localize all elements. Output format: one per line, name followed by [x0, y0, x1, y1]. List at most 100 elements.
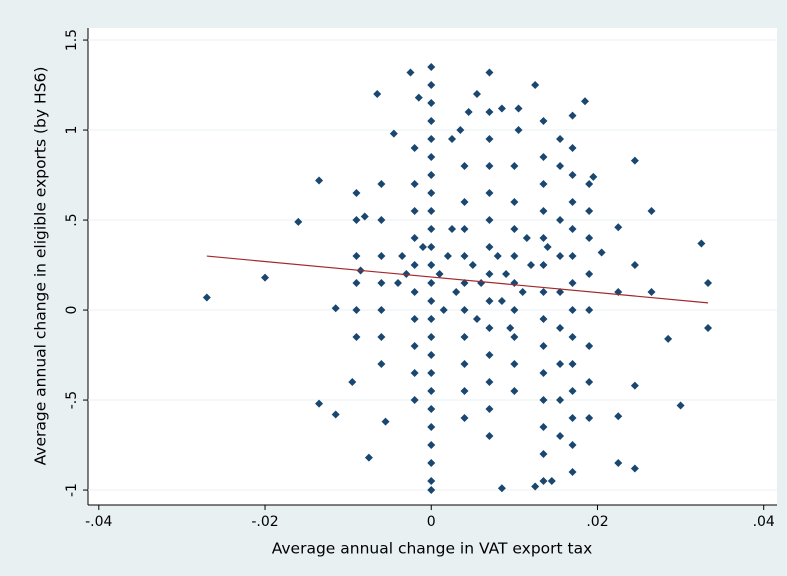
point [510, 333, 519, 342]
point [539, 315, 548, 324]
point [568, 225, 577, 234]
point [427, 81, 436, 90]
point [460, 306, 469, 315]
point [502, 270, 511, 279]
point [556, 216, 565, 225]
point [460, 225, 469, 234]
y-tick-label: 0 [64, 306, 80, 315]
point [526, 261, 535, 270]
point [427, 423, 436, 432]
point [456, 126, 465, 135]
point [377, 306, 386, 315]
point [539, 207, 548, 216]
point [394, 279, 403, 288]
point [381, 417, 390, 426]
point [568, 252, 577, 261]
point [585, 378, 594, 387]
point [261, 273, 270, 282]
point [614, 412, 623, 421]
point [472, 90, 481, 99]
point [410, 207, 419, 216]
point [348, 378, 357, 387]
point [485, 297, 494, 306]
point [439, 306, 448, 315]
point [427, 243, 436, 252]
point [427, 297, 436, 306]
point [568, 387, 577, 396]
point [568, 333, 577, 342]
point [522, 234, 531, 243]
point [377, 279, 386, 288]
point [427, 261, 436, 270]
point [418, 243, 427, 252]
point [427, 405, 436, 414]
point [697, 239, 706, 248]
fit-line [206, 255, 709, 304]
point [427, 477, 436, 486]
point [402, 270, 411, 279]
point [539, 261, 548, 270]
point [585, 270, 594, 279]
point [406, 68, 415, 77]
point [497, 484, 506, 493]
point [202, 293, 211, 302]
point [630, 464, 639, 473]
point [539, 477, 548, 486]
point [568, 441, 577, 450]
point [514, 104, 523, 113]
y-tick-label: 1 [64, 126, 80, 135]
point [485, 216, 494, 225]
point [485, 108, 494, 117]
point [410, 180, 419, 189]
point [485, 243, 494, 252]
x-axis-title: Average annual change in VAT export tax [272, 540, 593, 558]
point [364, 453, 373, 462]
point [539, 288, 548, 297]
point [581, 97, 590, 106]
point [448, 135, 457, 144]
point [410, 144, 419, 153]
point [568, 468, 577, 477]
point [452, 288, 461, 297]
point [539, 342, 548, 351]
point [556, 162, 565, 171]
point [427, 189, 436, 198]
point [510, 360, 519, 369]
point [556, 324, 565, 333]
point [485, 189, 494, 198]
point [510, 162, 519, 171]
point [630, 381, 639, 390]
point [585, 306, 594, 315]
point [460, 279, 469, 288]
point [514, 126, 523, 135]
point [493, 252, 502, 261]
point [556, 396, 565, 405]
point [568, 171, 577, 180]
point [539, 180, 548, 189]
point [360, 212, 369, 221]
point [410, 369, 419, 378]
point [468, 261, 477, 270]
point [585, 342, 594, 351]
point [585, 207, 594, 216]
x-tick-label: .02 [586, 514, 608, 530]
point [427, 387, 436, 396]
point [506, 324, 515, 333]
point [664, 334, 673, 343]
point [427, 315, 436, 324]
point [630, 261, 639, 270]
point [427, 459, 436, 468]
point [556, 360, 565, 369]
point [315, 176, 324, 185]
point [485, 270, 494, 279]
point [427, 135, 436, 144]
point [485, 324, 494, 333]
point [352, 333, 361, 342]
point [352, 306, 361, 315]
x-tick-label: -.02 [251, 514, 278, 530]
point [568, 306, 577, 315]
point [556, 135, 565, 144]
x-tick-label: .04 [753, 514, 775, 530]
y-tick-label: -.5 [64, 391, 80, 409]
